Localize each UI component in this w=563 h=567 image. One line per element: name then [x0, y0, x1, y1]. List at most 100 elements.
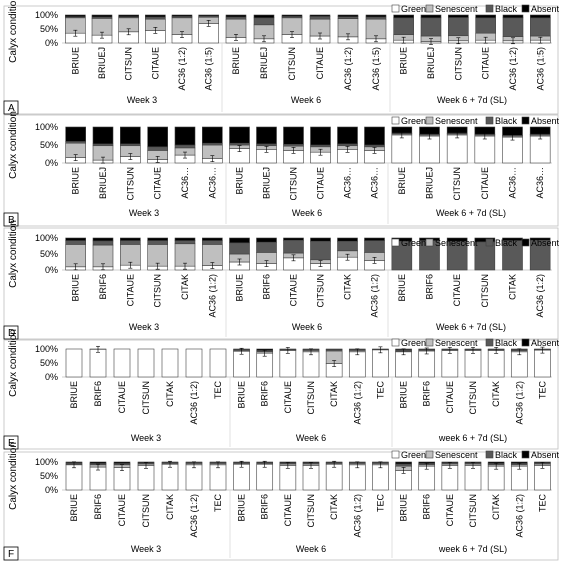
x-tick-label: CITAK — [508, 274, 518, 300]
legend-label-green: Green — [401, 238, 426, 248]
x-tick-label: BRIUE — [237, 381, 247, 409]
bar-segment-senescent — [175, 244, 195, 266]
x-tick-label: CITAUE — [125, 274, 135, 306]
bar-segment-absent — [326, 349, 342, 350]
bar-segment-green — [210, 465, 226, 490]
x-tick-label: BRIF6 — [425, 274, 435, 300]
bar-segment-black — [175, 241, 195, 244]
legend-label-green: Green — [401, 450, 426, 460]
y-axis-label: Calyx condition — [8, 220, 19, 288]
bar-segment-green — [392, 135, 412, 163]
legend-label-absent: Absent — [531, 116, 560, 126]
bar-segment-absent — [284, 238, 304, 240]
legend-swatch-green — [392, 117, 399, 124]
y-tick-label: 0% — [45, 38, 58, 48]
legend-swatch-senescent — [426, 117, 433, 124]
x-tick-label: BRIF6 — [93, 494, 103, 520]
legend-label-black: Black — [495, 338, 518, 348]
x-tick-label: CITAUE — [315, 47, 325, 79]
x-tick-label: BRIUE — [399, 47, 409, 75]
bar-segment-green — [530, 136, 550, 163]
x-tick-label: BRIUEJ — [425, 167, 435, 199]
x-tick-label: CITSUN — [125, 167, 135, 201]
bar-segment-black — [66, 241, 86, 245]
x-tick-label: CITAUE — [283, 381, 293, 413]
bar-segment-green — [138, 465, 154, 490]
bar-segment-green — [511, 352, 527, 377]
legend-label-senescent: Senescent — [435, 450, 478, 460]
x-tick-label: CITAUE — [289, 274, 299, 306]
bar-segment-black — [394, 18, 414, 35]
x-tick-label: BRIUE — [231, 47, 241, 75]
bar-segment-green — [349, 352, 365, 377]
x-tick-label: TEC — [537, 493, 547, 512]
bar-segment-green — [257, 353, 273, 377]
x-tick-label: BRIUE — [235, 274, 245, 302]
bar-segment-absent — [394, 15, 414, 18]
y-axis-label: Calyx condition — [8, 329, 19, 397]
y-tick-label: 50% — [40, 24, 58, 34]
bar-segment-green — [162, 349, 178, 377]
group-label: Week 6 — [292, 322, 322, 332]
bar-segment-absent — [338, 238, 358, 241]
x-tick-label: CITAUE — [445, 381, 455, 413]
x-tick-label: CITSUN — [306, 381, 316, 415]
bar-segment-black — [148, 241, 168, 245]
group-label: Week 6 + 7d (SL) — [437, 95, 507, 105]
y-tick-label: 100% — [35, 233, 58, 243]
y-tick-label: 50% — [40, 471, 58, 481]
x-tick-label: AC36 (1:2) — [189, 381, 199, 425]
legend-swatch-green — [392, 339, 399, 346]
bar-segment-absent — [284, 127, 304, 144]
x-tick-label: CITAUE — [452, 274, 462, 306]
legend-swatch-black — [486, 339, 493, 346]
bar-segment-black — [448, 18, 468, 36]
bar-segment-absent — [202, 127, 222, 143]
bar-segment-absent — [119, 15, 139, 17]
legend-swatch-green — [392, 5, 399, 12]
bar-segment-green — [420, 136, 440, 163]
bar-segment-absent — [365, 238, 385, 241]
legend-swatch-senescent — [426, 239, 433, 246]
bar-segment-green — [303, 465, 319, 490]
bar-segment-green — [396, 352, 412, 377]
x-tick-label: CITAUE — [481, 47, 491, 79]
x-tick-label: CITSUN — [306, 494, 316, 528]
y-tick-label: 100% — [35, 344, 58, 354]
bar-segment-senescent — [66, 244, 86, 266]
bar-segment-green — [138, 349, 154, 377]
x-tick-label: BRIF6 — [260, 381, 270, 407]
x-tick-label: TEC — [213, 380, 223, 399]
bar-segment-absent — [311, 238, 331, 241]
bar-segment-absent — [65, 15, 85, 17]
bar-segment-green — [186, 465, 202, 490]
x-tick-label: CITAUE — [283, 494, 293, 526]
legend-label-senescent: Senescent — [435, 116, 478, 126]
bar-segment-black — [503, 18, 523, 37]
x-tick-label: BRIF6 — [98, 274, 108, 300]
legend-label-senescent: Senescent — [435, 338, 478, 348]
x-tick-label: BRIUEJ — [259, 47, 269, 79]
y-tick-label: 50% — [40, 249, 58, 259]
legend-swatch-black — [486, 117, 493, 124]
y-tick-label: 100% — [35, 457, 58, 467]
x-tick-label: AC36… — [370, 167, 380, 199]
bar-segment-absent — [421, 15, 441, 18]
y-tick-label: 0% — [45, 158, 58, 168]
y-tick-label: 50% — [40, 358, 58, 368]
bar-segment-absent — [476, 15, 496, 18]
legend-label-black: Black — [495, 116, 518, 126]
x-tick-label: CITSUN — [453, 47, 463, 81]
bar-segment-green — [303, 352, 319, 377]
x-tick-label: CITAK — [491, 494, 501, 520]
bar-segment-green — [280, 350, 296, 377]
y-axis-label: Calyx condition — [8, 111, 19, 179]
x-tick-label: BRIUEJ — [262, 167, 272, 199]
